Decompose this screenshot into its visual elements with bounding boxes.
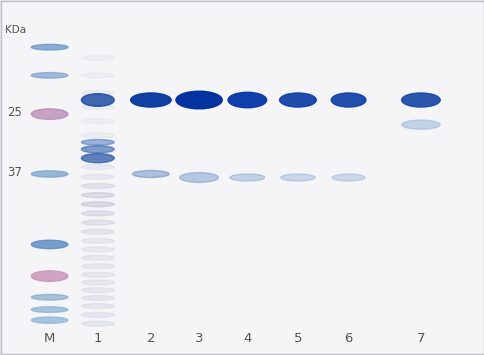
Text: 2: 2 xyxy=(146,332,155,345)
Ellipse shape xyxy=(31,271,68,282)
Ellipse shape xyxy=(81,55,114,60)
Ellipse shape xyxy=(130,93,171,107)
Ellipse shape xyxy=(401,93,439,107)
Ellipse shape xyxy=(81,119,114,124)
Ellipse shape xyxy=(229,174,264,181)
Ellipse shape xyxy=(81,73,114,78)
Ellipse shape xyxy=(81,146,114,153)
Ellipse shape xyxy=(81,105,114,110)
Ellipse shape xyxy=(81,133,114,138)
Text: 7: 7 xyxy=(416,332,424,345)
Ellipse shape xyxy=(81,211,114,216)
Ellipse shape xyxy=(81,312,114,317)
Ellipse shape xyxy=(81,91,114,95)
Ellipse shape xyxy=(81,164,114,169)
Ellipse shape xyxy=(31,240,68,248)
Ellipse shape xyxy=(31,171,68,177)
Ellipse shape xyxy=(81,280,114,285)
Text: 25: 25 xyxy=(7,106,22,119)
Ellipse shape xyxy=(81,295,114,300)
Ellipse shape xyxy=(81,255,114,260)
Ellipse shape xyxy=(279,93,316,107)
Text: KDa: KDa xyxy=(5,24,26,34)
Ellipse shape xyxy=(81,272,114,277)
Ellipse shape xyxy=(176,91,222,109)
Ellipse shape xyxy=(81,193,114,198)
Ellipse shape xyxy=(81,288,114,293)
Text: 3: 3 xyxy=(195,332,203,345)
Ellipse shape xyxy=(331,93,365,107)
Ellipse shape xyxy=(81,239,114,244)
Ellipse shape xyxy=(31,294,68,300)
Ellipse shape xyxy=(401,120,439,129)
Ellipse shape xyxy=(81,145,114,150)
Ellipse shape xyxy=(81,140,114,145)
Ellipse shape xyxy=(227,92,266,108)
Ellipse shape xyxy=(81,94,114,106)
Ellipse shape xyxy=(81,220,114,225)
Ellipse shape xyxy=(81,174,114,179)
Ellipse shape xyxy=(81,155,114,159)
Ellipse shape xyxy=(31,44,68,50)
Ellipse shape xyxy=(180,173,218,182)
Text: 5: 5 xyxy=(293,332,302,345)
Text: 1: 1 xyxy=(93,332,102,345)
Ellipse shape xyxy=(332,174,364,181)
Ellipse shape xyxy=(132,170,169,178)
Ellipse shape xyxy=(81,247,114,252)
Text: 37: 37 xyxy=(7,166,22,179)
Ellipse shape xyxy=(81,229,114,234)
Ellipse shape xyxy=(81,202,114,207)
Ellipse shape xyxy=(81,184,114,189)
Text: 6: 6 xyxy=(344,332,352,345)
Ellipse shape xyxy=(31,307,68,312)
Ellipse shape xyxy=(81,304,114,308)
Ellipse shape xyxy=(31,317,68,323)
Ellipse shape xyxy=(81,321,114,326)
Text: 4: 4 xyxy=(242,332,251,345)
Ellipse shape xyxy=(31,72,68,78)
Ellipse shape xyxy=(81,264,114,269)
Text: M: M xyxy=(44,332,55,345)
Ellipse shape xyxy=(31,109,68,119)
Ellipse shape xyxy=(81,154,114,163)
Ellipse shape xyxy=(280,174,315,181)
